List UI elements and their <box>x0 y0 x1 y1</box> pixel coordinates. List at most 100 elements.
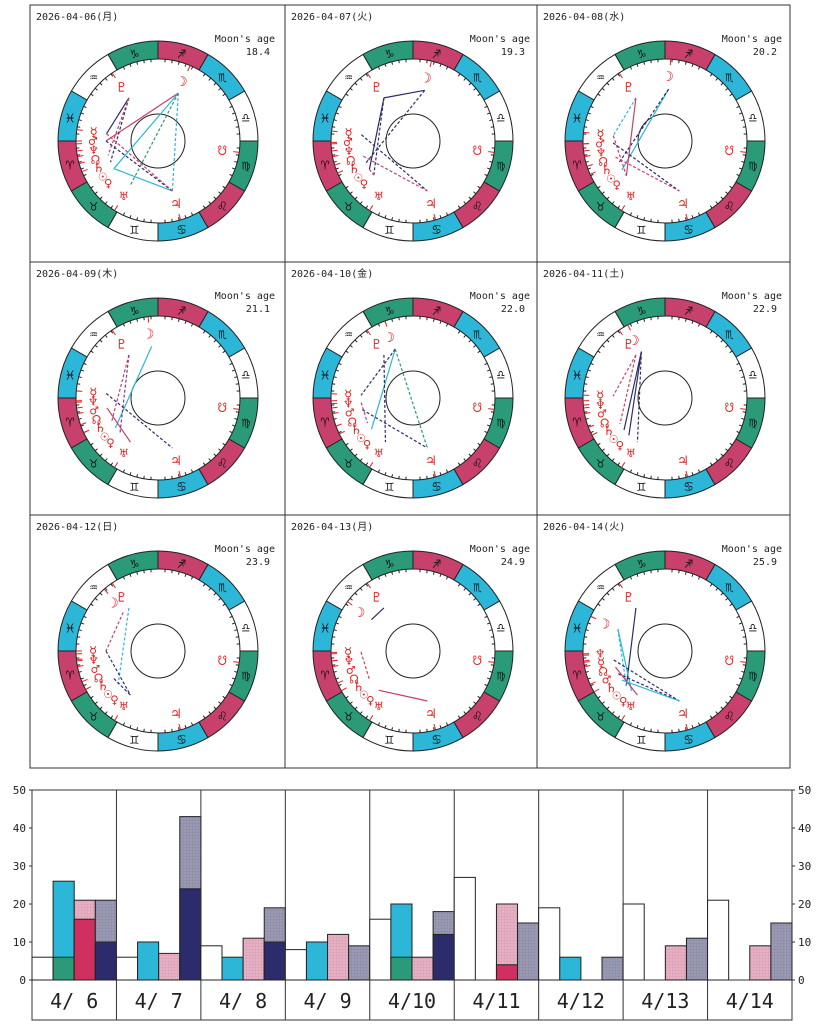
degree-tick <box>338 173 342 177</box>
chart-cell: 2026-04-10(金) Moon's age 22.0 ♈ ♉ ♊ ♋ ♌ ♍ ♎ ♏ ♐ ♑ ♒ ♓ ♇… <box>291 267 530 499</box>
degree-tick <box>445 576 449 580</box>
zodiac-sign-icon: ♐ <box>684 46 692 62</box>
degree-tick <box>597 350 601 354</box>
venus-icon: ♀ <box>110 692 118 708</box>
zodiac-sign-icon: ♉ <box>596 455 605 471</box>
zodiac-sign-icon: ♌ <box>218 198 227 214</box>
degree-tick <box>213 453 217 457</box>
aspect-line <box>368 97 385 170</box>
degree-tick <box>697 469 701 473</box>
zodiac-sign-icon: ♉ <box>344 708 353 724</box>
zodiac-sign-icon: ♊ <box>385 732 394 748</box>
moon-age-value: 20.2 <box>753 47 777 58</box>
planet-tick <box>740 151 747 153</box>
moon-age-value: 22.0 <box>501 304 525 315</box>
bar-chart: 0 0 10 10 20 20 30 30 40 40 50 50 4/ 6 4/ 7 4/ 8 4/ 9 4/… <box>13 784 811 1021</box>
category-label: 4/ 7 <box>135 989 183 1013</box>
aspect-line <box>105 393 173 449</box>
degree-tick <box>457 330 461 334</box>
degree-tick <box>742 411 746 413</box>
degree-tick <box>104 711 108 715</box>
degree-tick <box>601 701 605 705</box>
degree-tick <box>587 622 591 625</box>
mars-icon: ♂ <box>598 407 607 423</box>
degree-tick <box>487 369 491 372</box>
degree-tick <box>234 376 238 379</box>
wheel-grid: 2026-04-06(月) Moon's age 18.4 ♈ ♉ ♊ ♋ ♌ ♍ ♎ ♏ ♐ ♑ ♒ ♓ ♇… <box>29 4 791 769</box>
degree-tick <box>218 344 222 348</box>
venus-icon: ♀ <box>619 694 627 710</box>
degree-tick <box>332 383 336 385</box>
chart-date: 2026-04-06(月) <box>36 11 118 23</box>
y-tick-left: 30 <box>13 860 26 873</box>
zodiac-sign-icon: ♌ <box>473 708 482 724</box>
degree-tick <box>691 725 694 729</box>
zodiac-sign-icon: ♒ <box>596 580 604 596</box>
aspect-line <box>615 156 680 192</box>
degree-tick <box>345 185 349 189</box>
zodiac-sign-icon: ♋ <box>684 479 692 495</box>
degree-tick <box>584 126 588 128</box>
degree-tick <box>80 622 84 625</box>
category-label: 4/14 <box>726 989 774 1013</box>
degree-tick <box>229 683 233 687</box>
gray-bar <box>601 956 624 981</box>
planet-tick <box>114 715 119 721</box>
degree-tick <box>473 344 477 348</box>
zodiac-sign-icon: ♎ <box>497 367 505 383</box>
degree-tick <box>384 472 387 476</box>
zodiac-sign-icon: ♌ <box>218 455 227 471</box>
degree-tick <box>590 683 594 687</box>
degree-tick <box>218 701 222 705</box>
degree-tick <box>384 573 387 577</box>
degree-tick <box>473 701 477 705</box>
degree-tick <box>349 448 353 452</box>
degree-tick <box>398 317 400 321</box>
degree-tick <box>629 323 633 327</box>
degree-tick <box>338 615 342 619</box>
degree-tick <box>143 475 145 479</box>
degree-tick <box>739 167 743 170</box>
planet-tick <box>80 422 87 426</box>
aspect-line <box>628 351 642 436</box>
aspect-line <box>378 689 428 702</box>
degree-tick <box>643 217 646 221</box>
chart-date: 2026-04-12(日) <box>36 522 118 533</box>
degree-tick <box>736 430 740 434</box>
planet-tick <box>331 406 338 409</box>
uranus-icon: ♅ <box>119 189 128 205</box>
degree-tick <box>213 196 217 200</box>
degree-tick <box>122 66 126 70</box>
jupiter-icon: ♃ <box>427 453 435 469</box>
degree-tick <box>629 469 633 473</box>
degree-tick <box>432 571 435 575</box>
degree-tick <box>77 411 81 413</box>
degree-tick <box>725 701 729 705</box>
saturn-icon: ♄ <box>354 679 362 695</box>
pluto-icon: ♇ <box>624 590 632 606</box>
degree-tick <box>136 61 139 65</box>
zodiac-sign-icon: ♒ <box>89 580 97 596</box>
zodiac-sign-icon: ♒ <box>89 70 97 86</box>
aspect-line <box>114 346 153 429</box>
degree-tick <box>338 105 342 109</box>
planet-tick <box>429 60 432 68</box>
zodiac-sign-icon: ♉ <box>89 198 98 214</box>
aspect-line <box>105 612 124 652</box>
moon-icon: ☽ <box>179 74 187 90</box>
zodiac-sign-icon: ♐ <box>177 556 185 572</box>
degree-tick <box>477 695 481 699</box>
degree-tick <box>80 424 84 427</box>
chart-cell: 2026-04-11(土) Moon's age 22.9 ♈ ♉ ♊ ♋ ♌ ♍ ♎ ♏ ♐ ♑ ♒ ♓ ♇… <box>543 267 782 499</box>
zodiac-sign-icon: ♋ <box>432 479 440 495</box>
degree-tick <box>742 636 746 638</box>
degree-tick <box>190 722 194 726</box>
degree-tick <box>184 320 187 324</box>
aspect-line <box>612 354 637 397</box>
degree-tick <box>585 160 589 163</box>
degree-tick <box>720 592 724 596</box>
aspect-line <box>111 354 130 422</box>
degree-tick <box>213 82 217 86</box>
node-icon: ☊ <box>348 414 357 430</box>
